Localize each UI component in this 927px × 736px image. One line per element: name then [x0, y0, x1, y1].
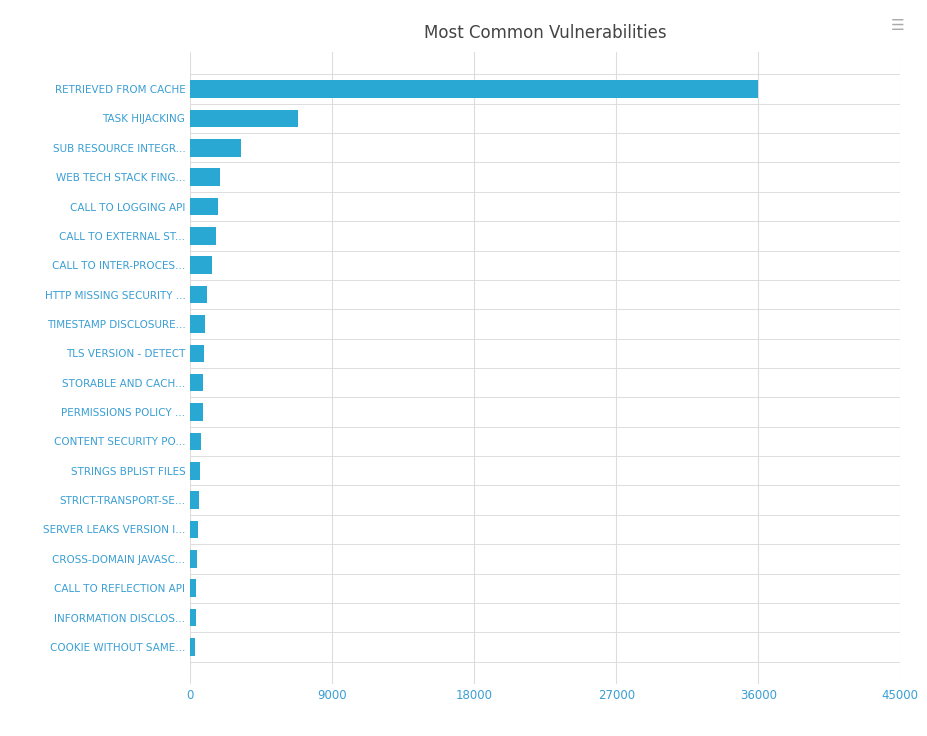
Bar	[190, 256, 212, 274]
Bar	[190, 286, 207, 303]
Bar	[190, 315, 205, 333]
Bar	[190, 579, 197, 597]
Bar	[190, 139, 240, 157]
Bar	[190, 403, 202, 421]
Bar	[190, 550, 197, 567]
Bar	[190, 520, 198, 538]
Bar	[190, 169, 220, 186]
Bar	[190, 492, 199, 509]
Bar	[190, 609, 196, 626]
Bar	[190, 227, 216, 244]
Bar	[190, 344, 203, 362]
Bar	[190, 198, 218, 216]
Text: ☰: ☰	[890, 18, 904, 33]
Bar	[190, 462, 200, 480]
Bar	[190, 80, 757, 98]
Bar	[190, 110, 298, 127]
Bar	[190, 374, 203, 392]
Bar	[190, 638, 195, 656]
Title: Most Common Vulnerabilities: Most Common Vulnerabilities	[424, 24, 666, 42]
Bar	[190, 433, 201, 450]
